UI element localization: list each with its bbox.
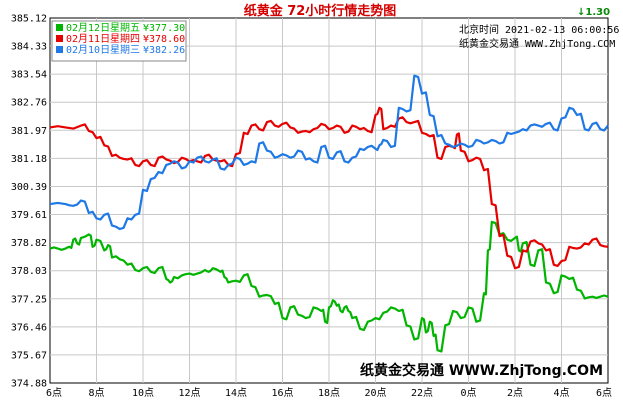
legend-price: ¥378.60 (143, 34, 185, 45)
legend-date: 02月10日 (66, 44, 110, 56)
x-tick-label: 22点 (411, 387, 433, 399)
legend-date: 02月11日 (66, 33, 110, 45)
info-site: 纸黄金交易通 WWW.ZhjTong.COM (459, 37, 615, 50)
y-tick-label: 377.25 (11, 294, 47, 305)
y-tick-label: 375.67 (11, 350, 47, 361)
blue-swatch (56, 46, 63, 53)
legend-box (51, 20, 187, 62)
y-axis-ticks: 385.12 384.33 383.54 382.76 381.97 381.18 300.… (11, 14, 47, 390)
series-line-2 (49, 106, 609, 270)
series-line-3 (49, 74, 609, 231)
y-tick-label: 381.18 (11, 154, 47, 165)
grid (50, 18, 608, 383)
x-tick-label: 8点 (88, 387, 104, 399)
x-tick-label: 4点 (553, 387, 569, 399)
x-tick-label: 20点 (364, 387, 386, 399)
price-change: ↓1.30 (577, 7, 610, 18)
y-tick-label: 376.46 (11, 322, 47, 333)
series-line-1 (49, 220, 609, 353)
y-tick-label: 385.12 (11, 14, 47, 25)
x-tick-label: 2点 (507, 387, 523, 399)
x-tick-label: 6点 (46, 387, 62, 399)
x-axis-ticks: 6点 8点 10点 12点 14点 16点 18点 20点 22点 0点 2点 4点 6点 (46, 387, 612, 399)
x-tick-label: 16点 (271, 387, 293, 399)
y-tick-label: 378.03 (11, 266, 47, 277)
legend-price: ¥382.26 (143, 45, 185, 56)
legend-weekday: 星期五 (110, 22, 140, 34)
red-swatch (56, 35, 63, 42)
y-tick-label: 379.61 (11, 210, 47, 221)
y-tick-label: 382.76 (11, 98, 47, 109)
legend-price: ¥377.30 (143, 23, 185, 34)
watermark: 纸黄金交易通 WWW.ZhjTong.COM (360, 362, 603, 379)
legend: 02月12日 星期五 ¥377.30 02月11日 星期四 ¥378.60 02月10日 星期… (51, 20, 187, 62)
y-tick-label: 384.33 (11, 42, 47, 53)
legend-date: 02月12日 (66, 22, 110, 34)
x-tick-label: 12点 (178, 387, 200, 399)
y-tick-label: 300.39 (11, 182, 47, 193)
legend-weekday: 星期三 (110, 44, 140, 56)
x-tick-label: 18点 (318, 387, 340, 399)
info-time: 北京时间 2021-02-13 06:00:56 (459, 23, 619, 36)
x-tick-label: 6点 (596, 387, 612, 399)
x-tick-label: 14点 (225, 387, 247, 399)
y-tick-label: 383.54 (11, 70, 47, 81)
green-swatch (56, 24, 63, 31)
y-tick-label: 381.97 (11, 126, 47, 137)
series-lines (49, 74, 609, 353)
y-tick-label: 374.88 (11, 379, 47, 390)
x-tick-label: 0点 (460, 387, 476, 399)
chart-title: 纸黄金 72小时行情走势图 (244, 3, 397, 19)
legend-weekday: 星期四 (110, 33, 140, 45)
y-tick-label: 378.82 (11, 238, 47, 249)
x-tick-label: 10点 (132, 387, 154, 399)
